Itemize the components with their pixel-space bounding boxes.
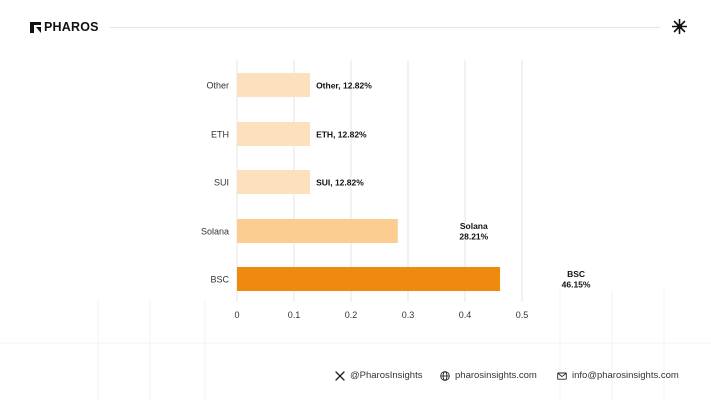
footer-email-text: info@pharosinsights.com (572, 370, 679, 381)
y-category-label: Solana (201, 227, 229, 237)
y-category-label: Other (206, 81, 229, 91)
header-divider (110, 27, 660, 28)
bar-eth (237, 122, 311, 146)
data-label: Solana 28.21% (459, 221, 488, 242)
bar-sui (237, 170, 311, 194)
footer: @PharosInsights pharosinsights.com info@… (0, 370, 711, 388)
x-tick-label: 0.1 (288, 310, 301, 320)
bar-solana (237, 219, 398, 243)
x-tick-label: 0.5 (516, 310, 529, 320)
data-label: Other, 12.82% (316, 81, 372, 91)
x-tick-label: 0.4 (459, 310, 472, 320)
y-category-label: BSC (210, 275, 229, 285)
y-category-label: ETH (211, 130, 229, 140)
data-label: BSC 46.15% (562, 269, 591, 290)
x-tick-label: 0.2 (345, 310, 358, 320)
footer-twitter-text: @PharosInsights (350, 370, 423, 381)
x-tick-label: 0.3 (402, 310, 415, 320)
footer-website[interactable]: pharosinsights.com (440, 370, 537, 381)
footer-twitter[interactable]: @PharosInsights (335, 370, 422, 381)
globe-icon (440, 370, 450, 381)
x-icon (335, 370, 345, 381)
footer-email[interactable]: info@pharosinsights.com (557, 370, 679, 381)
x-tick-label: 0 (234, 310, 239, 320)
bar-bsc (237, 267, 501, 291)
logo-text: PHAROS (44, 20, 99, 34)
pharos-logo-mark-icon (30, 21, 41, 33)
y-category-label: SUI (214, 178, 229, 188)
footer-website-text: pharosinsights.com (455, 370, 537, 381)
data-label: SUI, 12.82% (316, 178, 364, 188)
header: PHAROS (0, 0, 711, 56)
mail-icon (557, 372, 567, 380)
data-label: ETH, 12.82% (316, 130, 367, 140)
sparkle-star-icon (672, 19, 687, 34)
pharos-logo: PHAROS (30, 19, 99, 35)
bar-other (237, 73, 311, 97)
